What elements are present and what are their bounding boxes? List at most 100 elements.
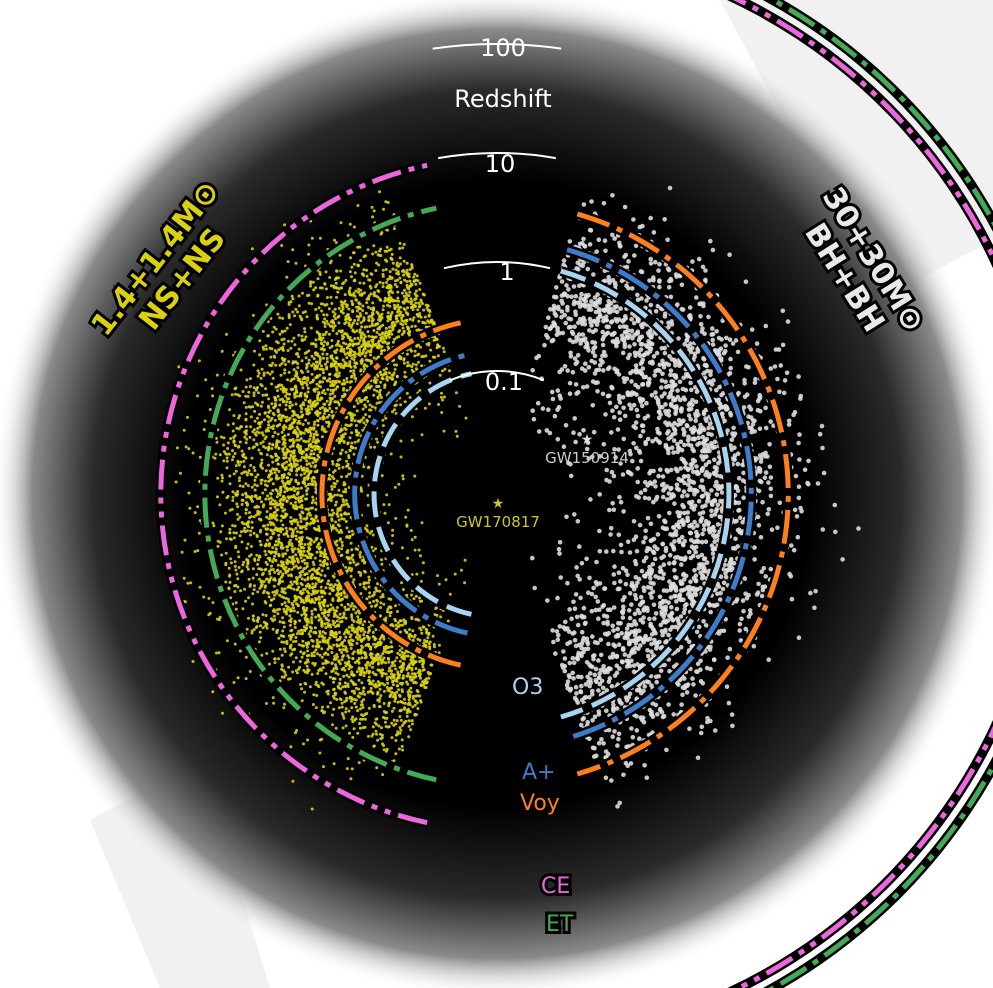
- scatter-point: [430, 318, 434, 322]
- scatter-point: [330, 339, 334, 342]
- scatter-point: [405, 319, 409, 323]
- scatter-point: [234, 601, 238, 605]
- scatter-point: [399, 403, 403, 407]
- scatter-point: [287, 360, 291, 364]
- scatter-point: [222, 450, 226, 454]
- scatter-point: [372, 393, 376, 397]
- scatter-point: [398, 659, 402, 663]
- scatter-point: [356, 401, 360, 405]
- scatter-point: [303, 578, 307, 582]
- scatter-point: [337, 546, 341, 550]
- scatter-point: [249, 425, 253, 429]
- scatter-point: [297, 333, 301, 337]
- scatter-point: [301, 553, 305, 557]
- scatter-point: [335, 528, 339, 532]
- scatter-point: [265, 577, 268, 581]
- scatter-point: [328, 586, 332, 590]
- scatter-point: [418, 596, 421, 600]
- scatter-point: [358, 312, 362, 315]
- scatter-point: [286, 339, 290, 343]
- scatter-point: [400, 319, 404, 322]
- scatter-point: [378, 249, 382, 253]
- scatter-point: [255, 484, 259, 488]
- scatter-point: [377, 668, 381, 672]
- scatter-point: [246, 542, 250, 546]
- scatter-point: [240, 425, 243, 429]
- scatter-point: [402, 273, 406, 277]
- scatter-point: [300, 699, 304, 703]
- scatter-point: [280, 430, 284, 434]
- scatter-point: [381, 715, 385, 719]
- scatter-point: [387, 335, 391, 339]
- scatter-point: [254, 625, 258, 629]
- scatter-point: [408, 317, 412, 321]
- scatter-point: [191, 660, 195, 663]
- scatter-point: [407, 300, 411, 304]
- scatter-point: [408, 628, 411, 632]
- scatter-point: [409, 302, 413, 306]
- scatter-point: [308, 400, 312, 404]
- scatter-point: [368, 663, 372, 667]
- scatter-point: [270, 382, 274, 386]
- scatter-point: [337, 314, 341, 318]
- scatter-point: [344, 635, 348, 639]
- scatter-point: [362, 281, 366, 285]
- scatter-point: [237, 463, 241, 467]
- scatter-point: [352, 369, 356, 373]
- scatter-point: [414, 667, 418, 671]
- scatter-point: [348, 448, 352, 452]
- scatter-point: [306, 390, 310, 394]
- scatter-point: [441, 346, 445, 350]
- scatter-point: [399, 718, 403, 722]
- scatter-point: [331, 619, 335, 623]
- scatter-point: [287, 397, 291, 401]
- scatter-point: [215, 651, 218, 655]
- scatter-layer: [174, 185, 861, 811]
- scatter-point: [392, 718, 396, 722]
- scatter-point: [257, 577, 261, 581]
- scatter-point: [361, 309, 365, 312]
- scatter-point: [233, 524, 237, 528]
- scatter-point: [347, 321, 351, 325]
- scatter-point: [400, 744, 404, 748]
- scatter-point: [317, 306, 321, 310]
- scatter-point: [275, 444, 279, 447]
- scatter-point: [270, 598, 273, 602]
- scatter-point: [418, 554, 422, 558]
- scatter-point: [320, 668, 323, 672]
- scatter-point: [294, 534, 298, 538]
- scatter-point: [350, 548, 354, 552]
- scatter-point: [421, 561, 425, 565]
- scatter-point: [264, 553, 268, 557]
- scatter-point: [338, 612, 342, 616]
- scatter-point: [258, 353, 262, 357]
- scatter-point: [318, 398, 322, 402]
- scatter-point: [343, 332, 347, 336]
- scatter-point: [300, 380, 304, 384]
- scatter-point: [394, 516, 398, 520]
- scatter-point: [432, 321, 436, 325]
- scatter-point: [352, 371, 356, 375]
- scatter-point: [366, 248, 370, 252]
- scatter-point: [262, 589, 266, 593]
- scatter-point: [401, 588, 405, 591]
- scatter-point: [320, 737, 324, 741]
- scatter-point: [390, 721, 394, 725]
- scatter-point: [303, 472, 306, 476]
- scatter-point: [423, 406, 427, 410]
- scatter-point: [364, 644, 368, 647]
- scatter-point: [399, 281, 403, 285]
- scatter-point: [395, 656, 399, 660]
- scatter-point: [307, 472, 311, 476]
- scatter-point: [311, 644, 315, 648]
- scatter-point: [228, 408, 232, 412]
- scatter-point: [281, 616, 285, 620]
- scatter-point: [356, 709, 360, 713]
- scatter-point: [359, 620, 363, 624]
- scatter-point: [220, 553, 224, 557]
- scatter-point: [227, 566, 231, 570]
- scatter-point: [247, 469, 251, 472]
- scatter-point: [313, 420, 317, 424]
- scatter-point: [387, 503, 391, 507]
- scatter-point: [359, 651, 363, 655]
